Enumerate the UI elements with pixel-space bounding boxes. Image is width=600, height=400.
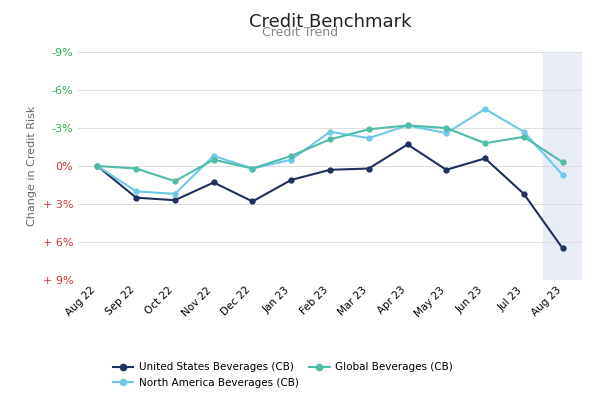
Line: Global Beverages (CB): Global Beverages (CB) (95, 123, 565, 184)
Global Beverages (CB) (326, 137, 334, 142)
United States Beverages (CB) (481, 156, 488, 161)
United States Beverages (CB) (404, 142, 411, 147)
Global Beverages (CB) (520, 134, 527, 139)
Line: United States Beverages (CB): United States Beverages (CB) (95, 142, 565, 251)
United States Beverages (CB) (443, 167, 450, 172)
United States Beverages (CB) (133, 195, 140, 200)
North America Beverages (CB) (481, 106, 488, 111)
Global Beverages (CB) (172, 179, 179, 184)
United States Beverages (CB) (520, 192, 527, 196)
North America Beverages (CB) (365, 136, 373, 140)
United States Beverages (CB) (249, 199, 256, 204)
United States Beverages (CB) (365, 166, 373, 171)
Global Beverages (CB) (94, 164, 101, 168)
Line: North America Beverages (CB): North America Beverages (CB) (95, 106, 565, 196)
Global Beverages (CB) (287, 154, 295, 158)
North America Beverages (CB) (94, 164, 101, 168)
Global Beverages (CB) (559, 160, 566, 165)
Global Beverages (CB) (365, 127, 373, 132)
North America Beverages (CB) (249, 166, 256, 171)
Global Beverages (CB) (443, 126, 450, 130)
Global Beverages (CB) (210, 157, 217, 162)
Global Beverages (CB) (133, 166, 140, 171)
Global Beverages (CB) (249, 166, 256, 171)
United States Beverages (CB) (94, 164, 101, 168)
Title: Credit Benchmark: Credit Benchmark (249, 13, 411, 31)
United States Beverages (CB) (210, 180, 217, 185)
North America Beverages (CB) (443, 131, 450, 136)
Text: Credit Trend: Credit Trend (262, 26, 338, 39)
United States Beverages (CB) (172, 198, 179, 202)
North America Beverages (CB) (326, 130, 334, 134)
North America Beverages (CB) (559, 172, 566, 177)
North America Beverages (CB) (287, 157, 295, 162)
Global Beverages (CB) (481, 141, 488, 146)
North America Beverages (CB) (520, 130, 527, 134)
Global Beverages (CB) (404, 123, 411, 128)
North America Beverages (CB) (133, 189, 140, 194)
North America Beverages (CB) (172, 192, 179, 196)
United States Beverages (CB) (559, 246, 566, 251)
Legend: United States Beverages (CB), North America Beverages (CB), Global Beverages (CB: United States Beverages (CB), North Amer… (109, 358, 457, 392)
North America Beverages (CB) (404, 123, 411, 128)
United States Beverages (CB) (287, 178, 295, 182)
North America Beverages (CB) (210, 154, 217, 158)
Y-axis label: Change in Credit Risk: Change in Credit Risk (27, 106, 37, 226)
United States Beverages (CB) (326, 167, 334, 172)
Bar (543, 52, 582, 280)
